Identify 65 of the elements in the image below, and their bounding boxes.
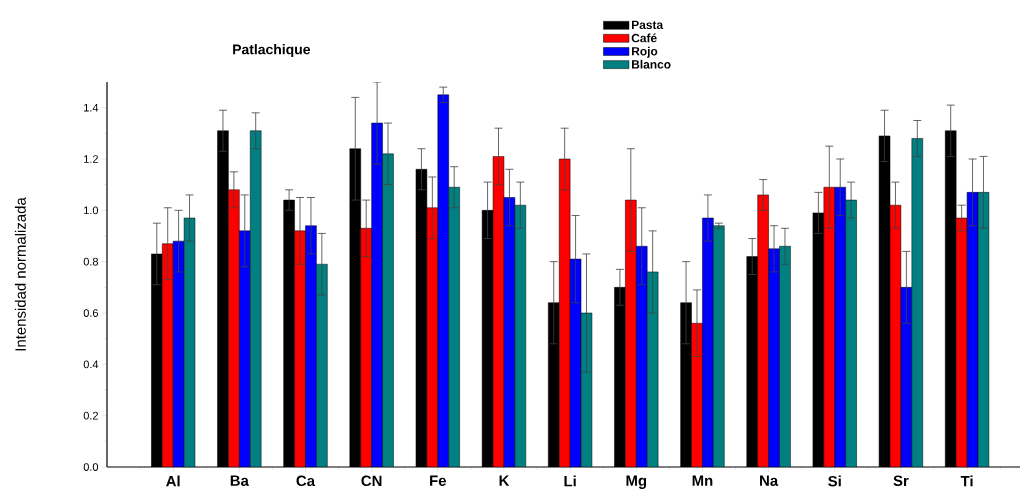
x-tick-label: Fe — [430, 475, 447, 486]
bar — [249, 130, 262, 467]
bar — [239, 230, 251, 467]
x-tick-label: Ti — [960, 475, 973, 487]
bar — [305, 225, 317, 467]
bar — [911, 138, 923, 467]
x-tick-label: Ca — [296, 475, 316, 487]
bar — [834, 186, 846, 467]
bar — [955, 217, 968, 467]
bar — [371, 122, 383, 467]
bar — [161, 243, 174, 467]
x-tick-label: Na — [760, 475, 779, 486]
bar — [569, 258, 582, 467]
bar — [900, 287, 913, 467]
y-tick-label: 0.2 — [83, 411, 98, 420]
bar — [966, 192, 979, 467]
x-tick-label: CN — [361, 475, 382, 487]
y-tick-label: 0.4 — [83, 360, 99, 369]
bar — [382, 153, 394, 467]
bar — [316, 263, 328, 467]
bar — [646, 271, 659, 467]
bar — [889, 204, 902, 467]
x-tick-label: Ba — [230, 475, 249, 486]
x-tick-label: Si — [828, 475, 841, 487]
y-tick-label: 1.2 — [84, 155, 98, 163]
legend-label: Pasta — [632, 20, 664, 30]
x-tick-label: Al — [166, 475, 180, 487]
bar — [580, 312, 593, 467]
y-tick-label: 0.0 — [83, 463, 99, 471]
x-tick-label: Sr — [893, 475, 909, 487]
bar — [823, 186, 836, 467]
bar — [294, 230, 306, 467]
bar — [977, 192, 990, 467]
y-tick-label: 1.0 — [84, 206, 99, 215]
bar — [437, 94, 449, 467]
bar — [514, 204, 527, 467]
x-tick-label: Mn — [692, 475, 713, 486]
bar — [845, 199, 857, 467]
bar — [636, 246, 648, 467]
legend-label: Blanco — [632, 59, 671, 69]
bar — [558, 158, 571, 467]
bar — [768, 248, 780, 467]
bar — [691, 323, 703, 467]
bar — [625, 199, 637, 467]
chart-title: Patlachique — [233, 44, 311, 58]
bar — [228, 189, 240, 467]
y-tick-label: 0.6 — [83, 309, 99, 317]
bar — [779, 246, 791, 467]
bar — [492, 156, 505, 467]
x-tick-label: Li — [564, 475, 576, 487]
y-tick-label: 1.4 — [84, 103, 99, 112]
x-tick-label: Mg — [626, 475, 647, 489]
legend-label: Café — [631, 33, 657, 43]
y-tick-label: 0.8 — [83, 257, 99, 266]
bar — [360, 228, 372, 467]
x-tick-label: K — [499, 475, 510, 486]
bar — [702, 217, 714, 467]
bar — [503, 197, 516, 467]
bar — [713, 225, 725, 467]
bar — [757, 194, 769, 467]
y-axis-title: Intensidad normalizada — [14, 197, 26, 351]
bar — [426, 207, 439, 467]
bar — [183, 217, 196, 467]
bar — [448, 186, 460, 467]
legend-label: Rojo — [632, 46, 658, 58]
